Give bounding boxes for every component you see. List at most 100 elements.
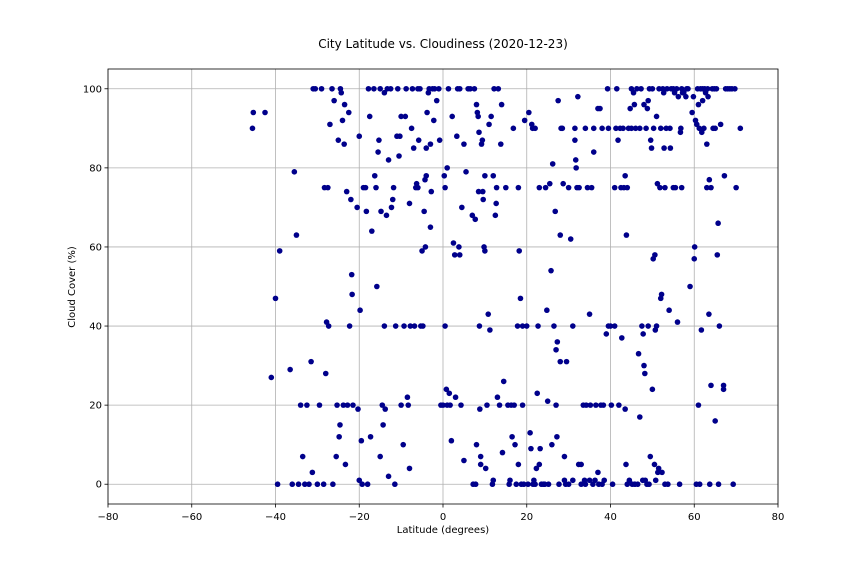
data-point <box>380 422 386 428</box>
data-point <box>493 184 500 191</box>
data-point <box>482 172 488 179</box>
data-point <box>401 323 407 329</box>
data-point <box>471 85 478 92</box>
data-point <box>400 441 407 448</box>
data-point <box>513 481 520 488</box>
x-tick-label: −60 <box>181 512 202 523</box>
data-point <box>349 291 355 298</box>
data-point <box>525 481 531 488</box>
data-point <box>557 358 564 365</box>
data-point <box>447 402 453 408</box>
y-tick-label: 100 <box>83 84 102 95</box>
data-point <box>456 244 462 250</box>
data-point <box>630 89 637 96</box>
data-point <box>554 339 561 345</box>
data-point <box>394 85 401 92</box>
data-point <box>652 477 659 484</box>
data-point <box>409 85 416 92</box>
data-point <box>467 85 474 92</box>
data-point <box>497 141 504 147</box>
data-point <box>446 390 453 397</box>
data-point <box>641 101 647 108</box>
data-point <box>318 85 325 92</box>
data-point <box>567 236 574 242</box>
data-point <box>297 402 304 408</box>
data-point <box>535 323 541 329</box>
data-point <box>405 402 412 408</box>
data-point <box>689 109 695 116</box>
data-point <box>595 469 601 476</box>
data-point <box>706 311 712 317</box>
data-point <box>371 172 378 179</box>
data-point <box>701 125 707 132</box>
data-point <box>622 406 628 412</box>
data-point <box>440 402 446 408</box>
data-point <box>424 109 430 116</box>
data-point <box>473 101 480 108</box>
data-point <box>373 184 379 191</box>
data-point <box>559 125 566 132</box>
data-point <box>507 477 513 484</box>
data-point <box>509 433 515 440</box>
data-point <box>487 327 493 333</box>
data-point <box>442 323 448 329</box>
data-point <box>250 109 257 116</box>
data-point <box>611 323 618 329</box>
data-point <box>635 350 642 357</box>
data-point <box>678 125 684 132</box>
data-point <box>329 85 335 92</box>
data-point <box>575 93 581 100</box>
data-point <box>346 323 353 329</box>
data-point <box>452 394 459 401</box>
data-point <box>549 441 555 448</box>
data-point <box>389 196 396 203</box>
data-point <box>619 335 625 341</box>
data-point <box>479 137 486 143</box>
data-point <box>355 406 361 412</box>
data-point <box>287 366 293 373</box>
data-point <box>381 89 388 96</box>
data-point <box>666 307 672 314</box>
data-point <box>362 184 369 191</box>
data-point <box>691 256 698 262</box>
y-tick-label: 40 <box>89 322 102 333</box>
data-point <box>600 402 607 408</box>
data-point <box>516 248 523 254</box>
data-point <box>338 89 345 96</box>
x-tick-label: 40 <box>604 512 617 523</box>
data-point <box>415 184 421 191</box>
data-point <box>615 137 621 143</box>
data-point <box>665 481 671 488</box>
data-point <box>322 370 329 377</box>
data-point <box>532 125 538 132</box>
data-point <box>573 165 579 171</box>
data-point <box>493 200 499 207</box>
data-point <box>592 477 598 484</box>
data-point <box>341 101 348 108</box>
data-point <box>544 398 551 404</box>
data-point <box>609 481 616 488</box>
data-point <box>356 133 363 140</box>
data-point <box>582 125 589 132</box>
data-point <box>712 125 718 132</box>
data-point <box>527 430 533 436</box>
data-point <box>653 323 660 329</box>
data-point <box>479 188 486 195</box>
data-point <box>657 125 664 132</box>
data-point <box>653 113 660 120</box>
data-point <box>459 204 465 211</box>
x-tick-label: −20 <box>349 512 370 523</box>
data-point <box>588 184 595 191</box>
data-point <box>498 101 505 108</box>
data-point <box>570 323 576 329</box>
data-point <box>714 252 721 258</box>
data-point <box>587 402 594 408</box>
data-point <box>365 85 372 92</box>
data-point <box>553 402 559 408</box>
y-tick-label: 0 <box>96 480 102 491</box>
data-point <box>651 461 658 468</box>
data-point <box>345 109 352 116</box>
data-point <box>705 93 711 100</box>
data-point <box>477 453 484 460</box>
